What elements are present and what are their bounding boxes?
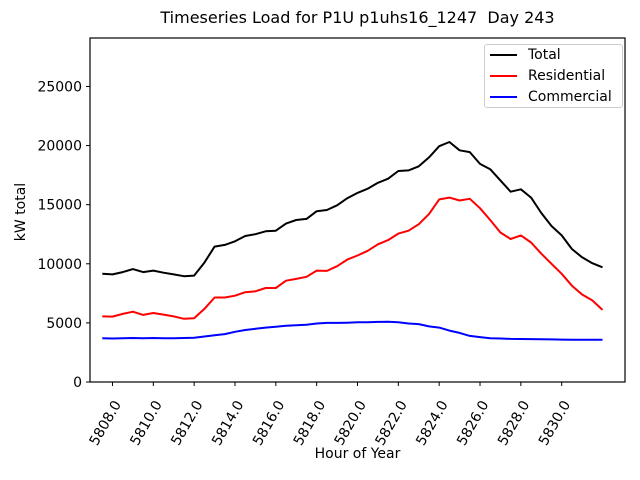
legend-line-total-icon (490, 54, 517, 57)
x-tick-label: 5818.0 (291, 398, 329, 448)
x-tick-label: 5822.0 (372, 398, 410, 448)
legend-label-total: Total (528, 47, 561, 64)
legend-label-residential: Residential (528, 68, 606, 84)
legend: Total Residential Commercial (484, 44, 623, 108)
x-tick-label: 5826.0 (454, 398, 492, 448)
legend-label-commercial: Commercial (528, 88, 612, 105)
legend-item-total: Total (485, 45, 622, 66)
chart-title: Timeseries Load for P1U p1uhs16_1247 Day… (160, 8, 555, 27)
y-tick-label: 10000 (37, 257, 82, 273)
x-tick-label: 5812.0 (168, 398, 206, 448)
y-tick-label: 25000 (37, 79, 82, 95)
series-line-residential (102, 196, 604, 320)
y-tick-label: 0 (73, 375, 82, 391)
y-tick-label: 5000 (46, 316, 82, 332)
x-axis-label: Hour of Year (314, 446, 401, 462)
x-tick-label: 5808.0 (87, 398, 125, 448)
legend-line-residential-icon (490, 75, 517, 77)
x-tick-label: 5824.0 (413, 398, 451, 448)
x-tick-label: 5814.0 (209, 398, 247, 448)
legend-item-commercial: Commercial (485, 86, 622, 107)
legend-line-commercial-icon (490, 95, 517, 98)
x-tick-label: 5816.0 (250, 398, 288, 448)
x-tick-label: 5820.0 (332, 398, 370, 448)
y-axis-label: kW total (13, 182, 29, 242)
x-tick-label: 5830.0 (536, 398, 574, 448)
y-tick-label: 15000 (37, 198, 82, 214)
x-tick-label: 5810.0 (127, 398, 165, 448)
series-line-commercial (102, 320, 603, 341)
x-tick-label: 5828.0 (495, 398, 533, 448)
legend-item-residential: Residential (485, 66, 622, 87)
series-line-total (102, 141, 603, 278)
axes-spines (89, 37, 626, 383)
y-tick-label: 20000 (37, 139, 82, 155)
